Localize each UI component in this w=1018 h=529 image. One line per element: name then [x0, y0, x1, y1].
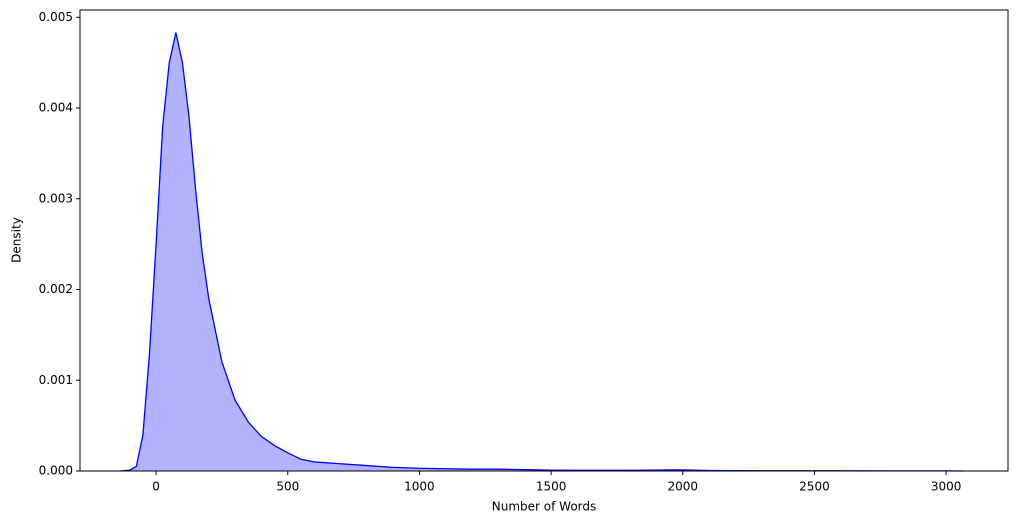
y-tick-label: 0.002: [39, 282, 73, 296]
x-tick-label: 0: [152, 480, 160, 494]
y-tick-label: 0.001: [39, 373, 73, 387]
x-tick-label: 500: [276, 480, 299, 494]
x-axis-label: Number of Words: [492, 500, 597, 514]
y-tick-label: 0.003: [39, 191, 73, 205]
area-fill: [120, 32, 965, 471]
x-tick-label: 1500: [536, 480, 567, 494]
y-tick-label: 0.005: [39, 10, 73, 24]
plot-frame: [79, 9, 1009, 472]
x-tick-label: 2000: [668, 480, 699, 494]
y-axis-label: Density: [10, 217, 24, 263]
x-tick-label: 1000: [404, 480, 435, 494]
y-tick-label: 0.000: [39, 464, 73, 478]
x-tick-label: 3000: [931, 480, 962, 494]
y-tick-label: 0.004: [39, 101, 73, 115]
area-line: [119, 32, 965, 472]
x-tick-label: 2500: [799, 480, 830, 494]
